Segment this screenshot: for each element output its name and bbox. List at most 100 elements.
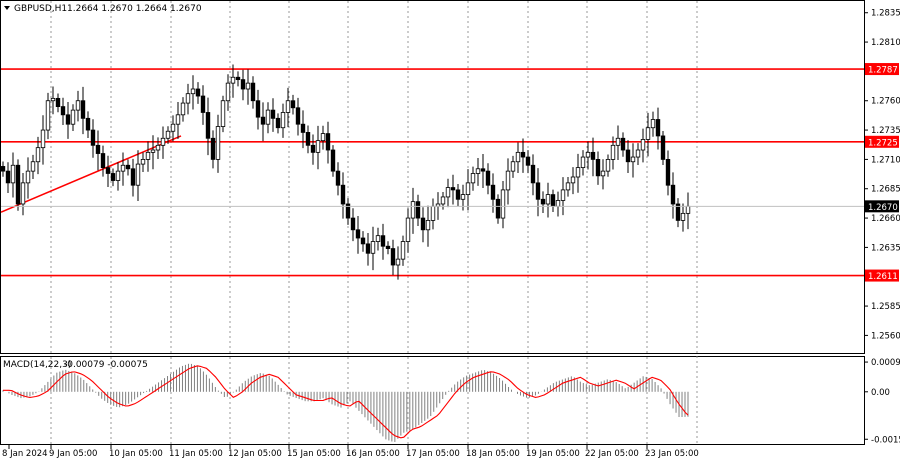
candle-body (540, 198, 546, 205)
candle-body (505, 170, 511, 191)
candle-body (115, 170, 121, 181)
candle-body (270, 109, 276, 119)
ohlc-label: 1.2664 1.2670 1.2664 1.2670 (67, 4, 202, 14)
candle-body (25, 170, 31, 184)
candle-body (455, 189, 461, 200)
macd-y-tick-label: 0.00 (871, 388, 890, 398)
candle-body (590, 151, 596, 160)
candle-body (290, 100, 296, 109)
level-label: 1.2725 (868, 138, 898, 148)
candle-body (45, 100, 51, 131)
candle-body (285, 100, 291, 113)
candle-body (335, 170, 341, 186)
level-label: 1.2611 (868, 272, 898, 282)
candle-body (235, 76, 241, 81)
candle-body (375, 235, 381, 242)
candle-body (605, 158, 611, 172)
candle-body (355, 229, 361, 239)
macd-signal-line (3, 365, 689, 439)
candle-body (420, 217, 426, 231)
candle-body (665, 158, 671, 186)
menu-triangle-icon[interactable] (4, 6, 10, 10)
candle-body (255, 100, 261, 118)
candle-body (595, 158, 601, 177)
macd-y-tick-label: 0.00094 (871, 358, 900, 368)
candle-body (230, 76, 236, 84)
candle-body (30, 161, 36, 172)
candle-body (175, 114, 181, 125)
x-tick-label: 8 Jan 2024 (2, 449, 48, 459)
x-tick-label: 17 Jan 05:00 (406, 449, 460, 459)
time-gridlines (50, 1, 698, 444)
candle-body (360, 237, 366, 245)
candle-body (205, 112, 211, 139)
candle-body (440, 196, 446, 205)
main-pane-frame (0, 0, 865, 354)
candle-body (300, 123, 306, 133)
y-tick-label: 1.2810 (871, 38, 900, 48)
candle-body (260, 116, 266, 125)
candle-body (625, 149, 631, 163)
candle-body (180, 102, 186, 116)
trendline[interactable] (0, 135, 182, 213)
candle-body (220, 100, 226, 127)
candle-body (405, 217, 411, 242)
candle-body (75, 100, 81, 111)
candle-body (485, 170, 491, 186)
candle-body (425, 220, 431, 231)
candle-body (120, 164, 126, 172)
candle-body (160, 137, 166, 146)
candle-body (10, 164, 16, 184)
horizontal-levels[interactable]: 1.2787 1.2725 1.2611 (0, 63, 899, 282)
candle-body (490, 184, 496, 200)
candle-body (685, 205, 691, 214)
candle-body (65, 114, 71, 125)
x-tick-label: 9 Jan 05:00 (49, 449, 97, 459)
candle-body (165, 130, 171, 139)
candle-body (330, 149, 336, 172)
candle-body (535, 182, 541, 200)
candle-body (615, 137, 621, 146)
candle-body (215, 126, 221, 160)
candle-body (55, 97, 61, 107)
y-tick-label: 1.2835 (871, 9, 900, 19)
candle-body (225, 82, 231, 102)
candle-body (570, 176, 576, 184)
time-axis: 8 Jan 2024 9 Jan 05:00 10 Jan 05:00 11 Jan … (2, 445, 699, 459)
candle-body (370, 241, 376, 254)
candle-body (475, 168, 481, 174)
candle-body (5, 170, 11, 184)
level-label-bg (865, 135, 899, 148)
candles (0, 64, 691, 280)
candle-body (295, 107, 301, 125)
y-tick-label: 1.2560 (871, 331, 900, 341)
candle-body (245, 82, 251, 90)
candle-body (200, 95, 206, 113)
candle-body (635, 149, 641, 158)
candle-body (365, 243, 371, 254)
candle-body (325, 133, 331, 151)
x-tick-label: 23 Jan 05:00 (645, 449, 699, 459)
macd-histogram (2, 363, 689, 442)
candle-body (140, 158, 146, 165)
candle-body (630, 156, 636, 163)
candle-body (170, 123, 176, 132)
candle-body (495, 198, 501, 219)
candle-body (415, 201, 421, 219)
candle-body (185, 93, 191, 104)
candle-body (675, 203, 681, 221)
candle-body (310, 144, 316, 153)
candle-body (150, 149, 156, 153)
candle-body (190, 88, 196, 95)
candle-body (320, 133, 326, 142)
candle-body (35, 147, 41, 163)
y-tick-label: 1.2585 (871, 302, 900, 312)
candle-body (565, 182, 571, 191)
candle-body (610, 144, 616, 160)
candle-body (510, 161, 516, 172)
macd-pane-frame (0, 356, 865, 445)
candle-body (210, 137, 216, 160)
candle-body (515, 151, 521, 163)
candle-body (550, 194, 556, 207)
